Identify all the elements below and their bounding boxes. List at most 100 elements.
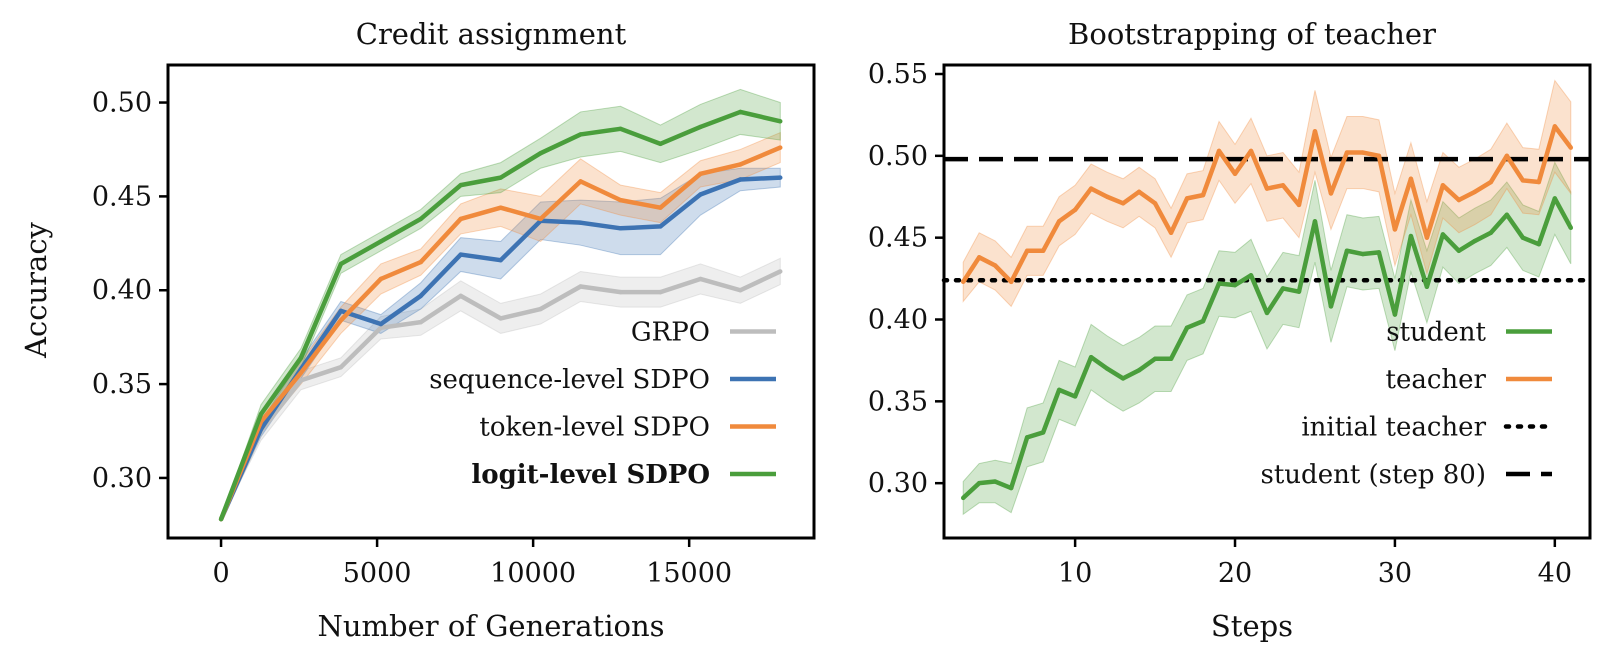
right-teacher-point — [1504, 153, 1510, 159]
left-sequence-level-sdpo-point — [378, 321, 384, 327]
right-teacher-point — [1056, 219, 1062, 224]
right-student-point — [1312, 219, 1318, 224]
left-token-level-sdpo-point — [298, 370, 304, 376]
left-token-level-sdpo-point — [778, 145, 783, 150]
left-logit-level-sdpo-point — [738, 109, 743, 115]
left-grpo-point — [738, 288, 743, 293]
right-teacher-point — [1168, 230, 1174, 235]
left-grpo-point — [338, 364, 344, 370]
left-y-tick-label: 0.50 — [92, 88, 152, 119]
right-teacher-point — [1296, 202, 1302, 208]
right-student-point — [1104, 366, 1110, 371]
left-grpo-point — [778, 269, 783, 274]
right-student-point — [1152, 356, 1158, 361]
right-student-point — [1056, 387, 1062, 393]
right-y-tick-label: 0.35 — [868, 386, 928, 417]
left-y-tick-label: 0.35 — [92, 369, 152, 400]
right-teacher-point — [1344, 150, 1350, 155]
right-student-point — [992, 479, 998, 484]
right-student-point — [1360, 251, 1366, 257]
left-x-tick-label: 0 — [212, 558, 229, 589]
right-teacher-point — [1456, 197, 1462, 203]
right-teacher-point — [1280, 183, 1286, 188]
right-plot-frame — [942, 63, 1592, 540]
right-teacher-point — [960, 279, 966, 285]
left-sequence-level-sdpo-point — [458, 252, 463, 257]
right-teacher-point — [1360, 150, 1366, 155]
right-teacher-point — [1536, 179, 1542, 185]
left-sequence-level-sdpo-point — [338, 308, 344, 314]
left-token-level-sdpo-point — [698, 171, 703, 177]
right-teacher-point — [1184, 196, 1190, 201]
right-series-lines — [960, 124, 1574, 501]
left-logit-level-sdpo-point — [538, 151, 543, 156]
left-y-tick-label: 0.30 — [92, 463, 152, 494]
right-student-point — [1120, 376, 1126, 381]
right-legend-teacher-label: teacher — [1386, 365, 1487, 395]
left-grpo-point — [458, 293, 463, 299]
right-student-point — [1344, 248, 1350, 253]
right-x-tick-label: 30 — [1378, 558, 1412, 589]
right-student-point — [1136, 368, 1142, 373]
left-token-level-sdpo-point — [538, 216, 543, 222]
right-student-point — [1216, 281, 1222, 286]
left-legend-token-level-sdpo-label: token-level SDPO — [479, 413, 710, 443]
right-student-point — [1184, 325, 1190, 330]
left-token-level-sdpo-point — [498, 205, 503, 210]
left-sequence-level-sdpo-point — [578, 220, 583, 225]
right-student-point — [1328, 304, 1334, 309]
right-student-point — [1200, 318, 1206, 324]
left-sequence-level-sdpo-point — [418, 293, 423, 299]
left-grpo-point — [498, 316, 503, 321]
left-logit-level-sdpo-point — [378, 239, 384, 244]
right-student-point — [1376, 250, 1382, 255]
right-student-point — [1440, 232, 1446, 237]
right-teacher-point — [1040, 248, 1046, 253]
left-x-axis-label: Number of Generations — [317, 609, 664, 643]
right-x-tick-label: 20 — [1218, 558, 1252, 589]
right-y-tick-label: 0.40 — [868, 305, 928, 336]
left-grpo-point — [378, 325, 384, 330]
right-teacher-point — [1440, 183, 1446, 188]
left-sequence-level-sdpo-point — [658, 224, 663, 229]
bootstrapping-title: Bootstrapping of teacher — [1068, 17, 1436, 51]
right-teacher-point — [1312, 129, 1318, 134]
right-student-point — [1552, 196, 1558, 201]
right-x-tick-label: 40 — [1538, 558, 1572, 589]
right-teacher-point — [1232, 171, 1238, 177]
left-sequence-level-sdpo-point — [698, 192, 703, 197]
right-teacher-point — [1104, 194, 1110, 199]
right-x-axis-label: Steps — [1211, 609, 1293, 643]
right-student-point — [1392, 312, 1398, 317]
left-grpo-point — [578, 284, 583, 289]
right-teacher-point — [1488, 179, 1494, 185]
right-legend-initial-teacher-label: initial teacher — [1301, 413, 1486, 443]
right-student-point — [1248, 273, 1254, 278]
left-token-level-sdpo-point — [338, 318, 344, 323]
right-teacher-point — [1216, 148, 1222, 154]
right-student-point — [1408, 233, 1414, 239]
left-logit-level-sdpo-point — [578, 132, 583, 137]
left-token-level-sdpo-point — [578, 179, 583, 184]
left-sequence-level-sdpo-point — [498, 258, 503, 263]
left-logit-level-sdpo-point — [418, 216, 423, 222]
left-logit-level-sdpo-point — [258, 411, 264, 417]
left-x-tick-label: 15000 — [646, 558, 732, 589]
right-teacher-point — [992, 263, 998, 268]
right-teacher-point — [1568, 145, 1574, 150]
left-logit-level-sdpo-point — [338, 261, 344, 267]
right-student-band — [962, 161, 1572, 516]
right-student-point — [1008, 485, 1014, 491]
left-grpo-point — [658, 289, 663, 295]
bootstrapping-panel: Bootstrapping of teacher Steps 10 20 30 40 0… — [868, 17, 1593, 643]
left-sequence-level-sdpo-point — [738, 177, 743, 182]
credit-assignment-panel: Credit assignment Accuracy Number of Gen… — [19, 17, 816, 643]
left-sequence-level-sdpo-point — [778, 175, 783, 180]
right-confidence-bands — [962, 79, 1572, 516]
right-y-tick-label: 0.55 — [868, 59, 928, 90]
right-legend-student-label: student — [1386, 318, 1486, 348]
left-logit-level-sdpo-point — [618, 126, 623, 132]
left-grpo-point — [418, 319, 423, 325]
right-teacher-point — [1520, 178, 1526, 183]
